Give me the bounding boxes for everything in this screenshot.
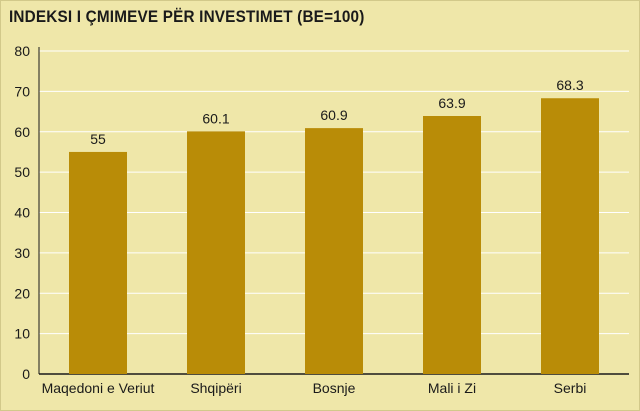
bar [305, 128, 363, 374]
bar [69, 151, 127, 374]
data-label: 60.1 [202, 110, 229, 126]
x-tick-label: Bosnje [313, 380, 356, 396]
data-label: 55 [90, 131, 106, 147]
y-tick-label: 10 [14, 326, 30, 342]
y-tick-label: 50 [14, 164, 30, 180]
x-tick-label: Serbi [554, 380, 587, 396]
data-label: 63.9 [438, 95, 465, 111]
bar [423, 116, 481, 374]
y-tick-label: 70 [14, 83, 30, 99]
y-tick-label: 20 [14, 285, 30, 301]
chart-title: INDEKSI I ÇMIMEVE PËR INVESTIMET (BE=100… [9, 7, 365, 26]
y-tick-label: 80 [14, 43, 30, 59]
bar [187, 131, 245, 374]
data-label: 60.9 [320, 107, 347, 123]
x-tick-label: Shqipëri [190, 380, 241, 396]
y-tick-label: 40 [14, 205, 30, 221]
bar [541, 98, 599, 375]
y-tick-label: 60 [14, 124, 30, 140]
y-tick-label: 30 [14, 245, 30, 261]
x-tick-label: Maqedoni e Veriut [42, 380, 155, 396]
x-tick-label: Mali i Zi [428, 380, 476, 396]
data-label: 68.3 [556, 77, 583, 93]
y-tick-label: 0 [22, 366, 30, 382]
